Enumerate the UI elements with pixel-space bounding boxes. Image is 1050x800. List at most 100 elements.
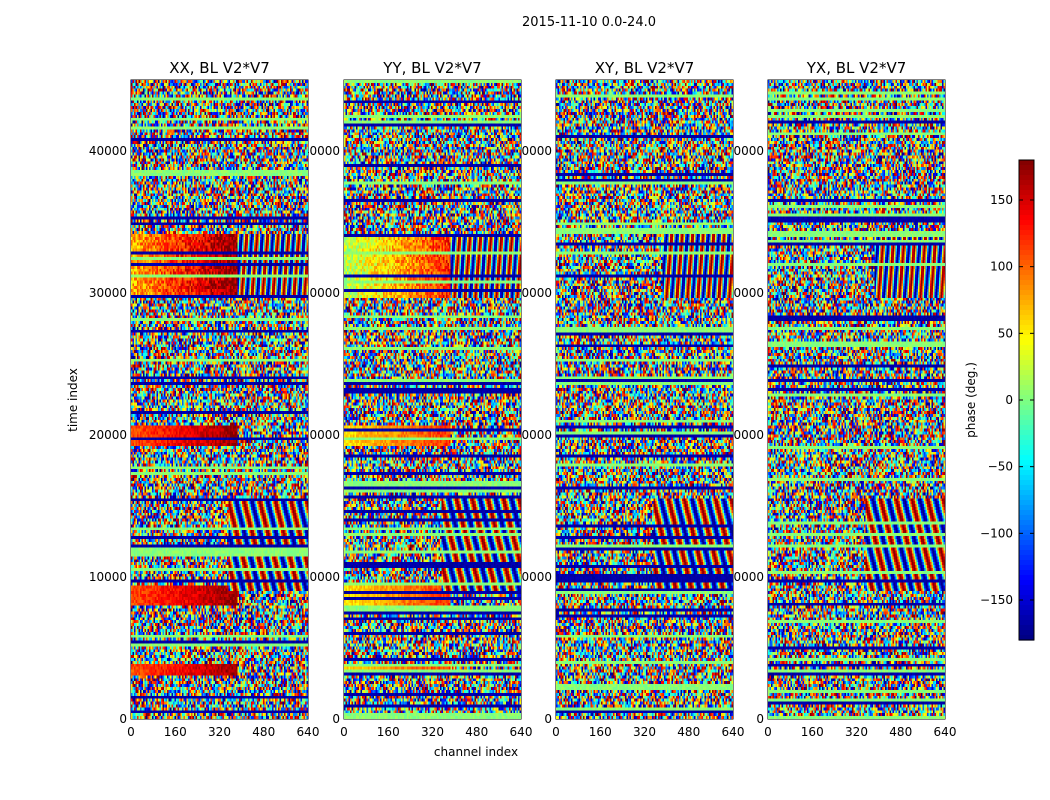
colorbar-segment [1019, 295, 1034, 301]
colorbar-segment [1019, 355, 1034, 361]
y-tick-label: 10000 [726, 570, 764, 584]
colorbar-segment [1019, 380, 1034, 386]
colorbar-segment [1019, 510, 1034, 516]
colorbar-segment [1019, 245, 1034, 251]
colorbar-segment [1019, 165, 1034, 171]
colorbar-segment [1019, 315, 1034, 321]
colorbar: −150 −100 −50 0 50 100 150 [980, 159, 1035, 641]
colorbar-segment [1019, 420, 1034, 426]
colorbar-segment [1019, 590, 1034, 596]
x-tick-label: 480 [677, 725, 700, 739]
colorbar-segment [1019, 505, 1034, 511]
y-axis-label: time index [66, 368, 80, 432]
colorbar-segment [1019, 370, 1034, 376]
y-tick-label: 20000 [514, 428, 552, 442]
colorbar-segment [1019, 495, 1034, 501]
colorbar-segment [1019, 180, 1034, 186]
x-tick-label: 480 [465, 725, 488, 739]
colorbar-segment [1019, 230, 1034, 236]
x-axis-label: channel index [434, 745, 518, 759]
colorbar-segment [1019, 585, 1034, 591]
colorbar-segment [1019, 535, 1034, 541]
colorbar-segment [1019, 385, 1034, 391]
colorbar-segment [1019, 415, 1034, 421]
x-tick-label: 480 [889, 725, 912, 739]
colorbar-tick-label: 0 [1005, 393, 1013, 407]
colorbar-segment [1019, 600, 1034, 606]
y-tick-label: 20000 [726, 428, 764, 442]
colorbar-segment [1019, 345, 1034, 351]
colorbar-segment [1019, 445, 1034, 451]
colorbar-segment [1019, 215, 1034, 221]
x-tick-label: 320 [208, 725, 231, 739]
colorbar-segment [1019, 190, 1034, 196]
y-tick-label: 30000 [514, 286, 552, 300]
heatmap-image [768, 80, 945, 719]
panel-title: YX, BL V2*V7 [806, 59, 907, 77]
colorbar-segment [1019, 545, 1034, 551]
y-tick-label: 0 [756, 712, 764, 726]
colorbar-segment [1019, 360, 1034, 366]
colorbar-segment [1019, 475, 1034, 481]
colorbar-segment [1019, 170, 1034, 176]
y-tick-label: 20000 [89, 428, 127, 442]
colorbar-tick-label: −100 [980, 526, 1013, 540]
panel-title: XX, BL V2*V7 [169, 59, 270, 77]
colorbar-segment [1019, 570, 1034, 576]
y-tick-label: 30000 [726, 286, 764, 300]
colorbar-segment [1019, 470, 1034, 476]
colorbar-segment [1019, 625, 1034, 631]
heatmap-image [344, 80, 521, 719]
colorbar-segment [1019, 185, 1034, 191]
x-tick-label: 160 [589, 725, 612, 739]
y-tick-label: 0 [332, 712, 340, 726]
colorbar-segment [1019, 405, 1034, 411]
colorbar-segment [1019, 450, 1034, 456]
colorbar-segment [1019, 285, 1034, 291]
y-tick-label: 0 [119, 712, 127, 726]
colorbar-segment [1019, 565, 1034, 571]
colorbar-segment [1019, 410, 1034, 416]
x-tick-label: 0 [552, 725, 560, 739]
colorbar-segment [1019, 425, 1034, 431]
colorbar-segment [1019, 555, 1034, 561]
colorbar-segment [1019, 300, 1034, 306]
colorbar-segment [1019, 520, 1034, 526]
panel-title: YY, BL V2*V7 [382, 59, 481, 77]
x-tick-label: 320 [633, 725, 656, 739]
colorbar-segment [1019, 430, 1034, 436]
colorbar-segment [1019, 580, 1034, 586]
colorbar-segment [1019, 615, 1034, 621]
y-tick-label: 30000 [302, 286, 340, 300]
colorbar-segment [1019, 195, 1034, 201]
colorbar-segment [1019, 240, 1034, 246]
x-tick-label: 640 [934, 725, 957, 739]
colorbar-segment [1019, 320, 1034, 326]
colorbar-segment [1019, 265, 1034, 271]
panel-title: XY, BL V2*V7 [595, 59, 695, 77]
colorbar-segment [1019, 500, 1034, 506]
colorbar-segment [1019, 325, 1034, 331]
colorbar-segment [1019, 440, 1034, 446]
colorbar-segment [1019, 200, 1034, 206]
colorbar-segment [1019, 205, 1034, 211]
colorbar-segment [1019, 595, 1034, 601]
colorbar-segment [1019, 290, 1034, 296]
colorbar-segment [1019, 550, 1034, 556]
colorbar-segment [1019, 330, 1034, 336]
colorbar-segment [1019, 175, 1034, 181]
x-tick-label: 320 [421, 725, 444, 739]
colorbar-segment [1019, 250, 1034, 256]
y-tick-label: 40000 [89, 144, 127, 158]
colorbar-segment [1019, 375, 1034, 381]
x-tick-label: 0 [127, 725, 135, 739]
heatmap-image [556, 80, 733, 719]
colorbar-segment [1019, 390, 1034, 396]
colorbar-tick-label: 150 [990, 193, 1013, 207]
colorbar-segment [1019, 460, 1034, 466]
y-tick-label: 10000 [514, 570, 552, 584]
colorbar-segment [1019, 635, 1034, 641]
colorbar-segment [1019, 275, 1034, 281]
colorbar-segment [1019, 335, 1034, 341]
x-tick-label: 160 [164, 725, 187, 739]
